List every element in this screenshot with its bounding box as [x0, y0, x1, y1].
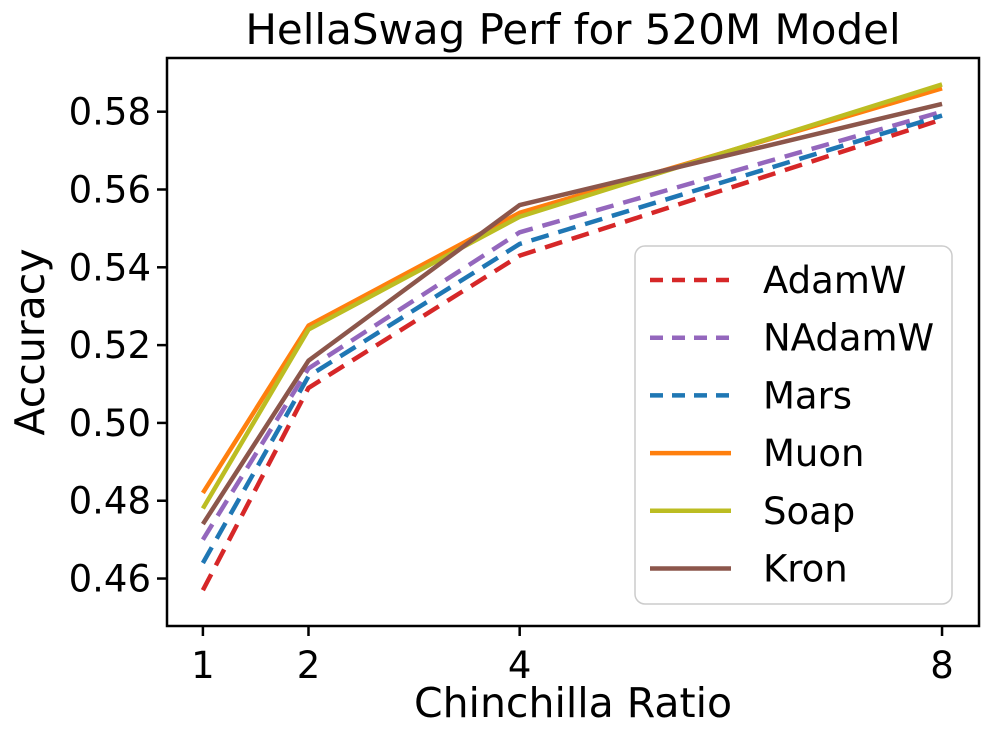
legend-label-muon: Muon [763, 432, 864, 475]
chart-title: HellaSwag Perf for 520M Model [245, 5, 900, 54]
legend: AdamW NAdamW Mars Muon Soap Kron [634, 245, 953, 605]
y-tick-label: 0.54 [69, 246, 151, 289]
y-tick-label: 0.48 [69, 480, 151, 523]
y-tick-label: 0.56 [69, 168, 151, 211]
y-axis-label: Accuracy [6, 248, 54, 435]
legend-box [634, 245, 953, 605]
legend-label-nadamw: NAdamW [763, 317, 934, 360]
y-tick-label: 0.46 [69, 558, 151, 601]
legend-label-kron: Kron [763, 548, 848, 591]
legend-label-adamw: AdamW [763, 259, 906, 302]
series-line-mars [200, 113, 943, 565]
series-lines [200, 82, 943, 592]
y-tick-label: 0.58 [69, 91, 151, 134]
series-line-kron [201, 101, 943, 526]
axis-ticks: 1 2 4 8 0.46 0.48 0.50 0.52 0.54 0.56 0.58 [69, 91, 954, 687]
legend-label-soap: Soap [763, 490, 855, 533]
series-line-soap [200, 82, 943, 510]
y-tick-label: 0.52 [69, 324, 151, 367]
plot-area-frame [165, 56, 981, 628]
x-tick-label: 8 [930, 644, 954, 687]
x-tick-label: 1 [191, 644, 215, 687]
series-line-nadamw [200, 109, 943, 541]
y-tick-label: 0.50 [69, 402, 151, 445]
legend-label-mars: Mars [763, 374, 852, 417]
x-tick-label: 2 [297, 644, 321, 687]
x-axis-label: Chinchilla Ratio [414, 679, 732, 727]
series-line-adamw [200, 117, 943, 592]
x-tick-label: 4 [508, 644, 532, 687]
